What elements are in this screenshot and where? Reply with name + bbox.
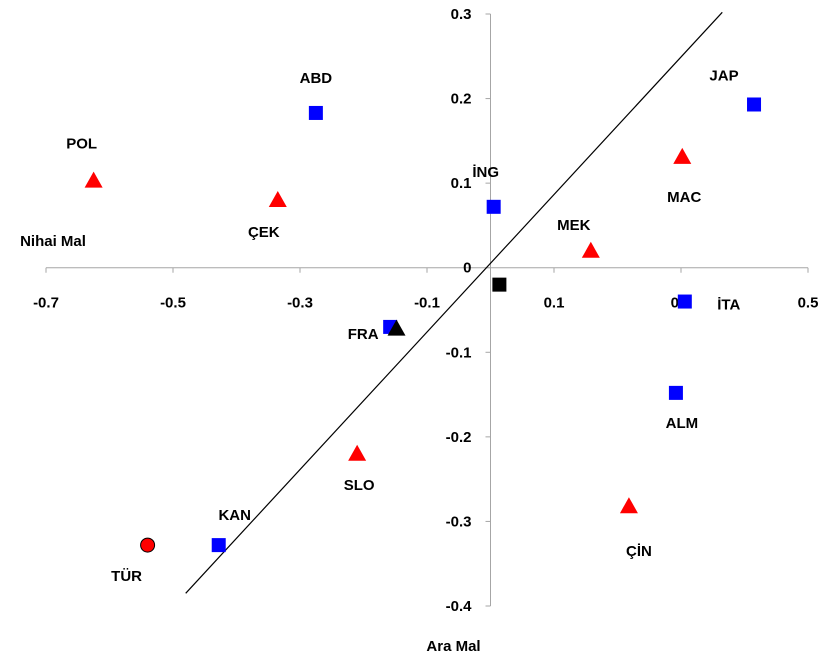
y-tick-label: -0.4: [446, 598, 473, 615]
y-tick-label: -0.1: [446, 344, 472, 361]
x-tick-label: -0.5: [160, 295, 186, 312]
x-tick-label: -0.3: [287, 295, 313, 312]
point-label-tür: TÜR: [111, 568, 142, 585]
point-label-mek: MEK: [557, 217, 591, 234]
y-tick-label: 0: [463, 260, 471, 277]
y-tick-label: -0.3: [446, 513, 472, 530]
y-tick-label: -0.2: [446, 429, 472, 446]
point-triangle-pol: [84, 171, 103, 188]
data-points: [84, 97, 762, 553]
trend-line: [185, 11, 723, 594]
point-labels: ABD JAP İNG KAN ALM İTA FRA POL ÇEK MEK MAC SLO ÇİN T…: [66, 67, 740, 585]
point-square-i̇ta: [677, 294, 692, 309]
x-tick-label: 0.5: [798, 295, 819, 312]
x-tick-label: 0.1: [544, 295, 565, 312]
point-square-kan: [211, 538, 226, 553]
y-tick-label: 0.2: [451, 91, 472, 108]
point-label-i̇ng: İNG: [472, 164, 499, 181]
point-square-alm: [668, 385, 683, 400]
point-triangle-unlabeled-15: [387, 319, 406, 336]
point-label-slo: SLO: [344, 477, 375, 494]
point-triangle-slo: [348, 444, 367, 461]
point-label-i̇ta: İTA: [717, 297, 740, 314]
y-axis-label: Nihai Mal: [20, 233, 86, 250]
trend-line-group: [185, 11, 723, 594]
point-label-alm: ALM: [666, 415, 699, 432]
point-label-jap: JAP: [709, 67, 738, 84]
point-label-çi̇n: ÇİN: [626, 543, 652, 560]
y-tick-label: 0.1: [451, 175, 472, 192]
point-circle-tür: [140, 537, 156, 553]
point-square-unlabeled-14: [492, 277, 507, 292]
point-square-i̇ng: [486, 199, 501, 214]
point-label-pol: POL: [66, 136, 97, 153]
tick-labels: -0.7-0.5-0.3-0.10.10.30.50.30.20.10-0.1-…: [33, 6, 818, 615]
point-label-abd: ABD: [300, 70, 333, 87]
point-square-abd: [308, 105, 323, 120]
x-tick-label: -0.1: [414, 295, 440, 312]
point-triangle-mek: [581, 241, 600, 258]
point-triangle-mac: [673, 147, 692, 164]
y-tick-label: 0.3: [451, 6, 472, 23]
point-label-fra: FRA: [348, 326, 379, 343]
point-square-jap: [747, 97, 762, 112]
point-label-mac: MAC: [667, 189, 701, 206]
x-tick-label: -0.7: [33, 295, 59, 312]
point-triangle-çek: [268, 191, 287, 208]
x-axis-label: Ara Mal: [426, 638, 480, 655]
point-triangle-çi̇n: [619, 497, 638, 514]
point-label-kan: KAN: [218, 507, 251, 524]
axes: [45, 13, 809, 607]
point-label-çek: ÇEK: [248, 224, 280, 241]
